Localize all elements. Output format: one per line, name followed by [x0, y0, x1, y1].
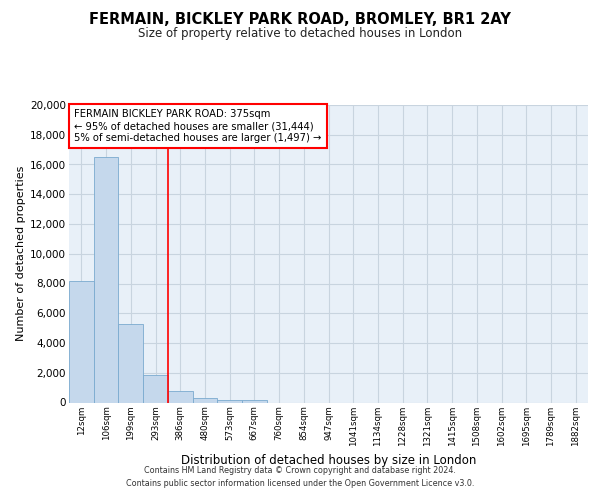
Text: FERMAIN BICKLEY PARK ROAD: 375sqm
← 95% of detached houses are smaller (31,444)
: FERMAIN BICKLEY PARK ROAD: 375sqm ← 95% … — [74, 110, 322, 142]
X-axis label: Distribution of detached houses by size in London: Distribution of detached houses by size … — [181, 454, 476, 467]
Bar — [242, 400, 267, 402]
Text: Size of property relative to detached houses in London: Size of property relative to detached ho… — [138, 28, 462, 40]
Text: Contains HM Land Registry data © Crown copyright and database right 2024.
Contai: Contains HM Land Registry data © Crown c… — [126, 466, 474, 487]
Text: FERMAIN, BICKLEY PARK ROAD, BROMLEY, BR1 2AY: FERMAIN, BICKLEY PARK ROAD, BROMLEY, BR1… — [89, 12, 511, 28]
Bar — [118, 324, 143, 402]
Bar — [69, 280, 94, 402]
Bar — [143, 375, 168, 402]
Bar — [217, 400, 242, 402]
Bar — [94, 157, 118, 402]
Bar — [168, 392, 193, 402]
Y-axis label: Number of detached properties: Number of detached properties — [16, 166, 26, 342]
Bar — [193, 398, 217, 402]
